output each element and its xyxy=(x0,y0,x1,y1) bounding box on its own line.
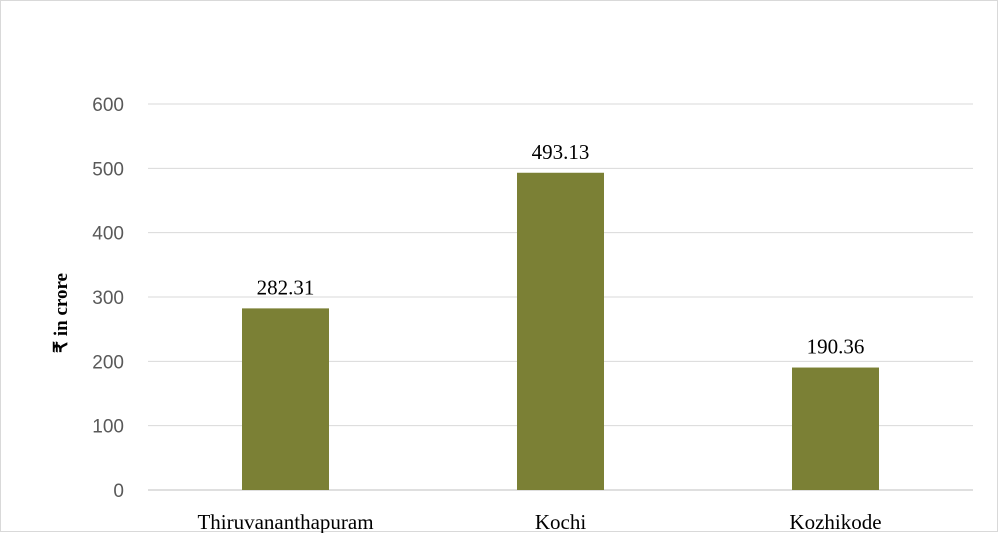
x-tick-label: Kozhikode xyxy=(789,510,881,533)
y-tick-label: 400 xyxy=(92,224,124,245)
y-tick-label: 200 xyxy=(92,352,124,373)
y-axis-title: ₹ in crore xyxy=(51,273,72,353)
data-label: 493.13 xyxy=(532,140,590,164)
data-label: 190.36 xyxy=(807,335,865,359)
bar-kochi xyxy=(517,172,604,490)
data-labels: 282.31 493.13 190.36 xyxy=(257,140,865,359)
x-tick-label: Kochi xyxy=(535,510,586,533)
y-tick-label: 0 xyxy=(113,481,124,502)
bars xyxy=(242,172,879,490)
x-axis-ticks: Thiruvananthapuram Kochi Kozhikode xyxy=(197,510,881,533)
bar-thiruvananthapuram xyxy=(242,308,329,490)
y-tick-label: 500 xyxy=(92,159,124,180)
bar-kozhikode xyxy=(792,367,879,490)
data-label: 282.31 xyxy=(257,275,315,299)
y-tick-label: 100 xyxy=(92,417,124,438)
y-tick-label: 600 xyxy=(92,95,124,116)
x-tick-label: Thiruvananthapuram xyxy=(197,510,373,533)
y-tick-label: 300 xyxy=(92,288,124,309)
y-axis-ticks: 0 100 200 300 400 500 600 xyxy=(92,95,124,502)
